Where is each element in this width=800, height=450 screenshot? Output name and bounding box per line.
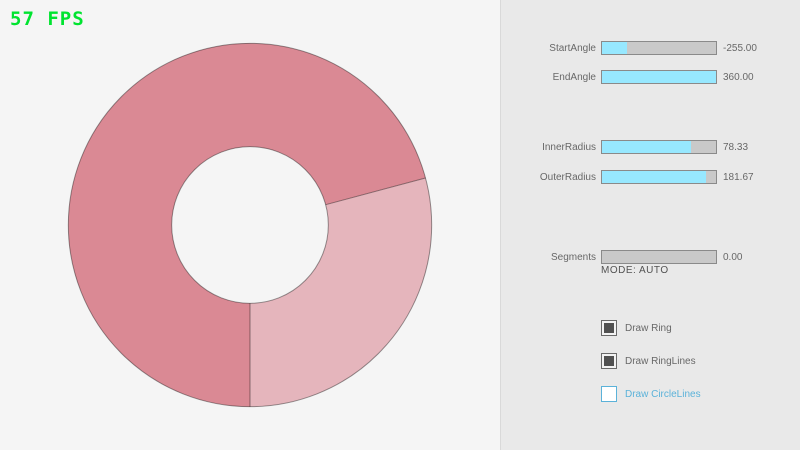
slider-row-outer-radius: OuterRadius 181.67 [451, 170, 781, 184]
slider-fill-inner-radius [602, 141, 692, 153]
checkbox-label-draw-ring: Draw Ring [625, 322, 672, 334]
slider-start-angle[interactable] [601, 41, 717, 55]
slider-fill-end-angle [602, 71, 716, 83]
slider-value-outer-radius: 181.67 [723, 171, 754, 183]
slider-value-inner-radius: 78.33 [723, 141, 749, 153]
checkbox-label-draw-ringlines: Draw RingLines [625, 355, 696, 367]
checkbox-draw-ring[interactable] [601, 320, 617, 336]
checkbox-row-draw-ring[interactable]: Draw Ring [601, 320, 672, 336]
slider-row-inner-radius: InnerRadius 78.33 [451, 140, 781, 154]
slider-outer-radius[interactable] [601, 170, 717, 184]
checkbox-row-draw-ringlines[interactable]: Draw RingLines [601, 353, 696, 369]
ring-edge-line [325, 177, 426, 206]
ring-line-circle [67, 42, 433, 408]
slider-row-segments: Segments 0.00 [451, 250, 781, 264]
slider-label-outer-radius: OuterRadius [539, 171, 596, 183]
slider-value-end-angle: 360.00 [723, 71, 754, 83]
slider-value-start-angle: -255.00 [723, 42, 757, 54]
slider-fill-start-angle [602, 42, 627, 54]
checkbox-draw-ringlines[interactable] [601, 353, 617, 369]
checkbox-draw-circlelines[interactable] [601, 386, 617, 402]
fps-counter: 57 FPS [10, 8, 85, 30]
double-drawn-arc [68, 43, 426, 407]
ring-line-circle [171, 146, 329, 304]
slider-label-end-angle: EndAngle [552, 71, 596, 83]
slider-fill-outer-radius [602, 171, 706, 183]
slider-row-end-angle: EndAngle 360.00 [451, 70, 781, 84]
slider-segments[interactable] [601, 250, 717, 264]
slider-row-start-angle: StartAngle -255.00 [451, 41, 781, 55]
slider-label-segments: Segments [550, 251, 596, 263]
slider-inner-radius[interactable] [601, 140, 717, 154]
single-drawn-arc [250, 178, 432, 407]
slider-label-inner-radius: InnerRadius [542, 141, 596, 153]
checkbox-label-draw-circlelines: Draw CircleLines [625, 388, 701, 400]
slider-label-start-angle: StartAngle [549, 42, 596, 54]
ring-chart [67, 42, 433, 408]
slider-value-segments: 0.00 [723, 251, 743, 263]
checkbox-row-draw-circlelines[interactable]: Draw CircleLines [601, 386, 701, 402]
segments-mode-label: MODE: AUTO [601, 265, 669, 276]
control-panel: StartAngle -255.00 EndAngle 360.00 Inner… [500, 0, 800, 450]
slider-end-angle[interactable] [601, 70, 717, 84]
